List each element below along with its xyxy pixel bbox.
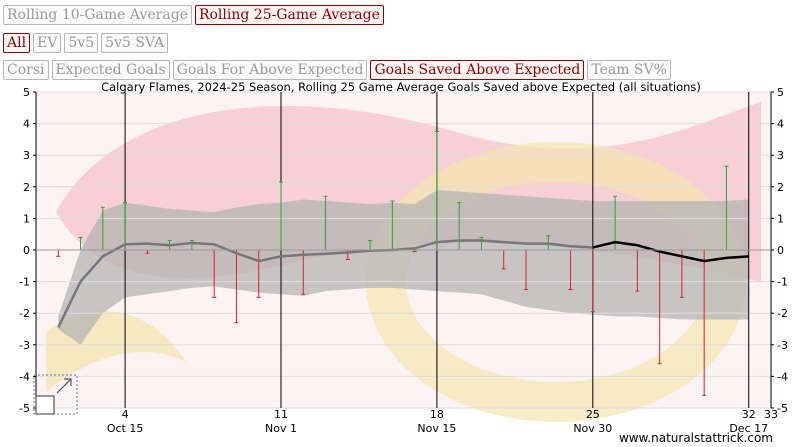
y-tick-label-right: -2 (777, 307, 788, 320)
y-tick-label-right: -4 (777, 370, 788, 383)
x-tick-label: 32 (742, 408, 756, 421)
y-tick-label-left: 0 (23, 244, 30, 257)
axes: 5 54 43 32 21 10 0-1 -1-2 -2-3 -3-4 -4-5 -54 11 18 25 3… (19, 86, 788, 435)
corsi-button[interactable]: Corsi (3, 60, 49, 80)
y-tick-label-left: -3 (19, 339, 30, 352)
goals-saved-above-expected-button[interactable]: Goals Saved Above Expected (370, 60, 585, 80)
x-date-label: Nov 30 (573, 422, 612, 435)
average-selector: Rolling 10-Game Average Rolling 25-Game A… (3, 5, 384, 25)
y-tick-label-right: -1 (777, 276, 788, 289)
x-tick-label: 25 (586, 408, 600, 421)
x-date-label: Nov 1 (265, 422, 297, 435)
situation-selector: All EV 5v5 5v5 SVA (3, 33, 169, 53)
5v5-button[interactable]: 5v5 (64, 33, 99, 53)
y-tick-label-left: 1 (23, 212, 30, 225)
y-tick-label-right: 2 (777, 181, 784, 194)
y-tick-label-left: -4 (19, 370, 30, 383)
y-tick-label-right: -5 (777, 402, 788, 415)
y-tick-label-right: 4 (777, 118, 784, 131)
resize-icon[interactable] (33, 374, 78, 415)
x-tick-label: 33 (764, 408, 778, 421)
y-tick-label-right: 3 (777, 149, 784, 162)
x-date-label: Dec 17 (729, 422, 768, 435)
y-tick-label-left: 2 (23, 181, 30, 194)
x-date-label: Nov 15 (417, 422, 456, 435)
all-button[interactable]: All (3, 33, 31, 53)
x-tick-label: 18 (430, 408, 444, 421)
y-tick-label-right: -3 (777, 339, 788, 352)
5v5-sva-button[interactable]: 5v5 SVA (101, 33, 169, 53)
y-tick-label-right: 1 (777, 212, 784, 225)
band-area (58, 189, 749, 345)
y-tick-label-right: 0 (777, 244, 784, 257)
rolling-average-recent (592, 240, 749, 263)
x-tick-label: 11 (274, 408, 288, 421)
goals-for-above-expected-button[interactable]: Goals For Above Expected (172, 60, 368, 80)
y-tick-label-right: 5 (777, 86, 784, 99)
site-credit: www.naturalstattrick.com (618, 431, 773, 445)
expected-goals-button[interactable]: Expected Goals (51, 60, 170, 80)
x-tick-label: 4 (122, 408, 129, 421)
metric-selector: Corsi Expected Goals Goals For Above Expec… (3, 60, 671, 80)
y-tick-label-left: 5 (23, 86, 30, 99)
y-tick-label-left: -1 (19, 276, 30, 289)
rolling-25-game-average-button[interactable]: Rolling 25-Game Average (194, 5, 384, 25)
rolling-average-early (57, 239, 593, 328)
y-tick-label-left: -2 (19, 307, 30, 320)
y-tick-label-left: 4 (23, 118, 30, 131)
y-tick-label-left: -5 (19, 402, 30, 415)
y-tick-label-left: 3 (23, 149, 30, 162)
ev-button[interactable]: EV (33, 33, 62, 53)
team-sv-button[interactable]: Team SV% (587, 60, 671, 80)
chart-title: Calgary Flames, 2024-25 Season, Rolling … (101, 80, 701, 94)
gsax-chart: 5 54 43 32 21 10 0-1 -1-2 -2-3 -3-4 -4-5 -54 11 18 25 3… (19, 80, 788, 435)
rolling-average-line (57, 239, 749, 328)
confidence-band (58, 189, 749, 345)
rolling-10-game-average-button[interactable]: Rolling 10-Game Average (3, 5, 192, 25)
x-date-label: Oct 15 (107, 422, 144, 435)
